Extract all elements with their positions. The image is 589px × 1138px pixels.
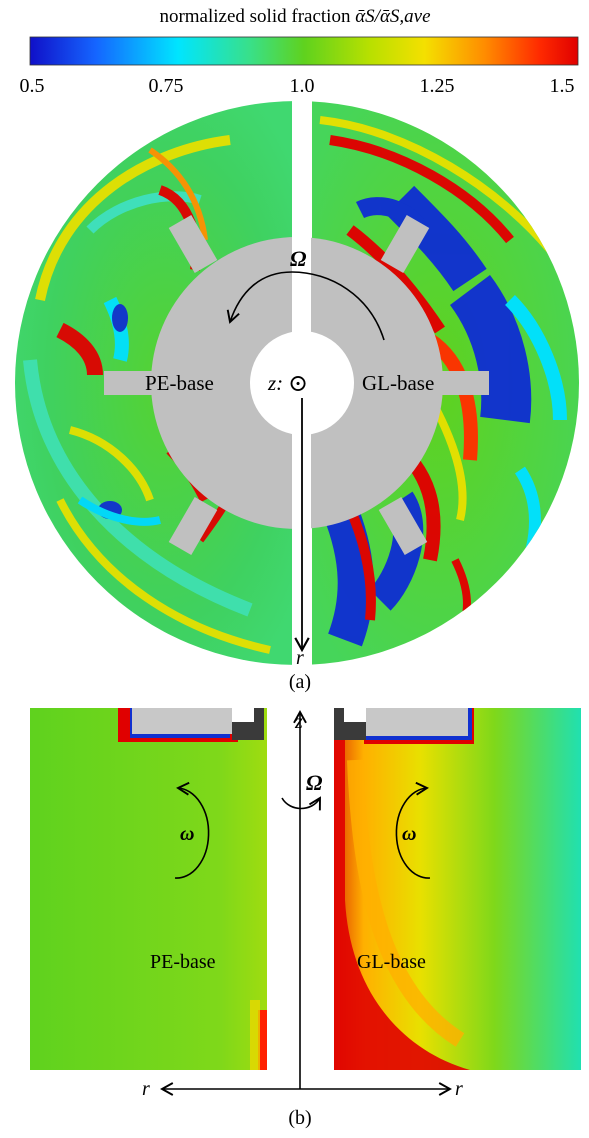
r-axis-label: r <box>296 647 304 669</box>
colorbar-tick: 1.5 <box>550 75 575 97</box>
colorbar-gradient <box>29 36 579 66</box>
colorbar-tick: 1.0 <box>290 75 315 97</box>
colorbar-tick: 0.5 <box>20 75 45 97</box>
pe-base-omega: ω <box>180 823 194 845</box>
rotation-arrow-icon <box>226 271 385 341</box>
pe-base-hotspot <box>258 1010 267 1070</box>
blade-upper-left <box>168 214 218 274</box>
blade-lower-left <box>168 496 218 556</box>
gl-base-omega: ω <box>402 823 416 845</box>
gl-base-vortex-icon <box>395 781 431 879</box>
r-right-label: r <box>455 1078 463 1100</box>
colorbar: normalized solid fraction ᾱS/ᾱS,ave 0.5 … <box>20 6 579 97</box>
r-left-label: r <box>142 1078 150 1100</box>
omega-rotation-label-b: Ω <box>306 770 323 795</box>
pe-base-label: PE-base <box>145 371 214 395</box>
z-axis-label: z: <box>267 371 283 395</box>
gl-base-label: GL-base <box>362 371 434 395</box>
pe-base-label-b: PE-base <box>150 951 216 973</box>
rotor-section-left <box>132 708 232 734</box>
blade-lower-right <box>378 496 428 556</box>
blade-upper-right <box>380 214 430 274</box>
pe-base-vortex-icon <box>174 781 210 879</box>
caption-a: (a) <box>289 671 311 693</box>
center-gap <box>292 101 311 665</box>
colorbar-tick: 0.75 <box>149 75 184 97</box>
omega-rotation-label: Ω <box>290 246 307 271</box>
blade-right <box>431 371 489 395</box>
colorbar-title: normalized solid fraction ᾱS/ᾱS,ave <box>159 6 430 27</box>
panel-a-annotations: PE-base GL-base z: ⊙ Ω r (a) <box>145 246 434 693</box>
z-rotation-arrow-icon <box>281 796 321 811</box>
rotor-section-right <box>366 708 468 736</box>
pe-base-streaks <box>23 135 271 654</box>
z-out-of-plane-icon: ⊙ <box>288 371 308 397</box>
blade-left <box>104 371 164 395</box>
gl-base-label-b: GL-base <box>357 951 426 973</box>
z-axis-label-b: z <box>294 711 303 733</box>
colorbar-tick: 1.25 <box>420 75 455 97</box>
panel-b: PE-base GL-base ω ω z r r Ω (b) <box>30 708 581 1129</box>
caption-b: (b) <box>288 1107 311 1129</box>
pe-base-section <box>30 708 267 1070</box>
